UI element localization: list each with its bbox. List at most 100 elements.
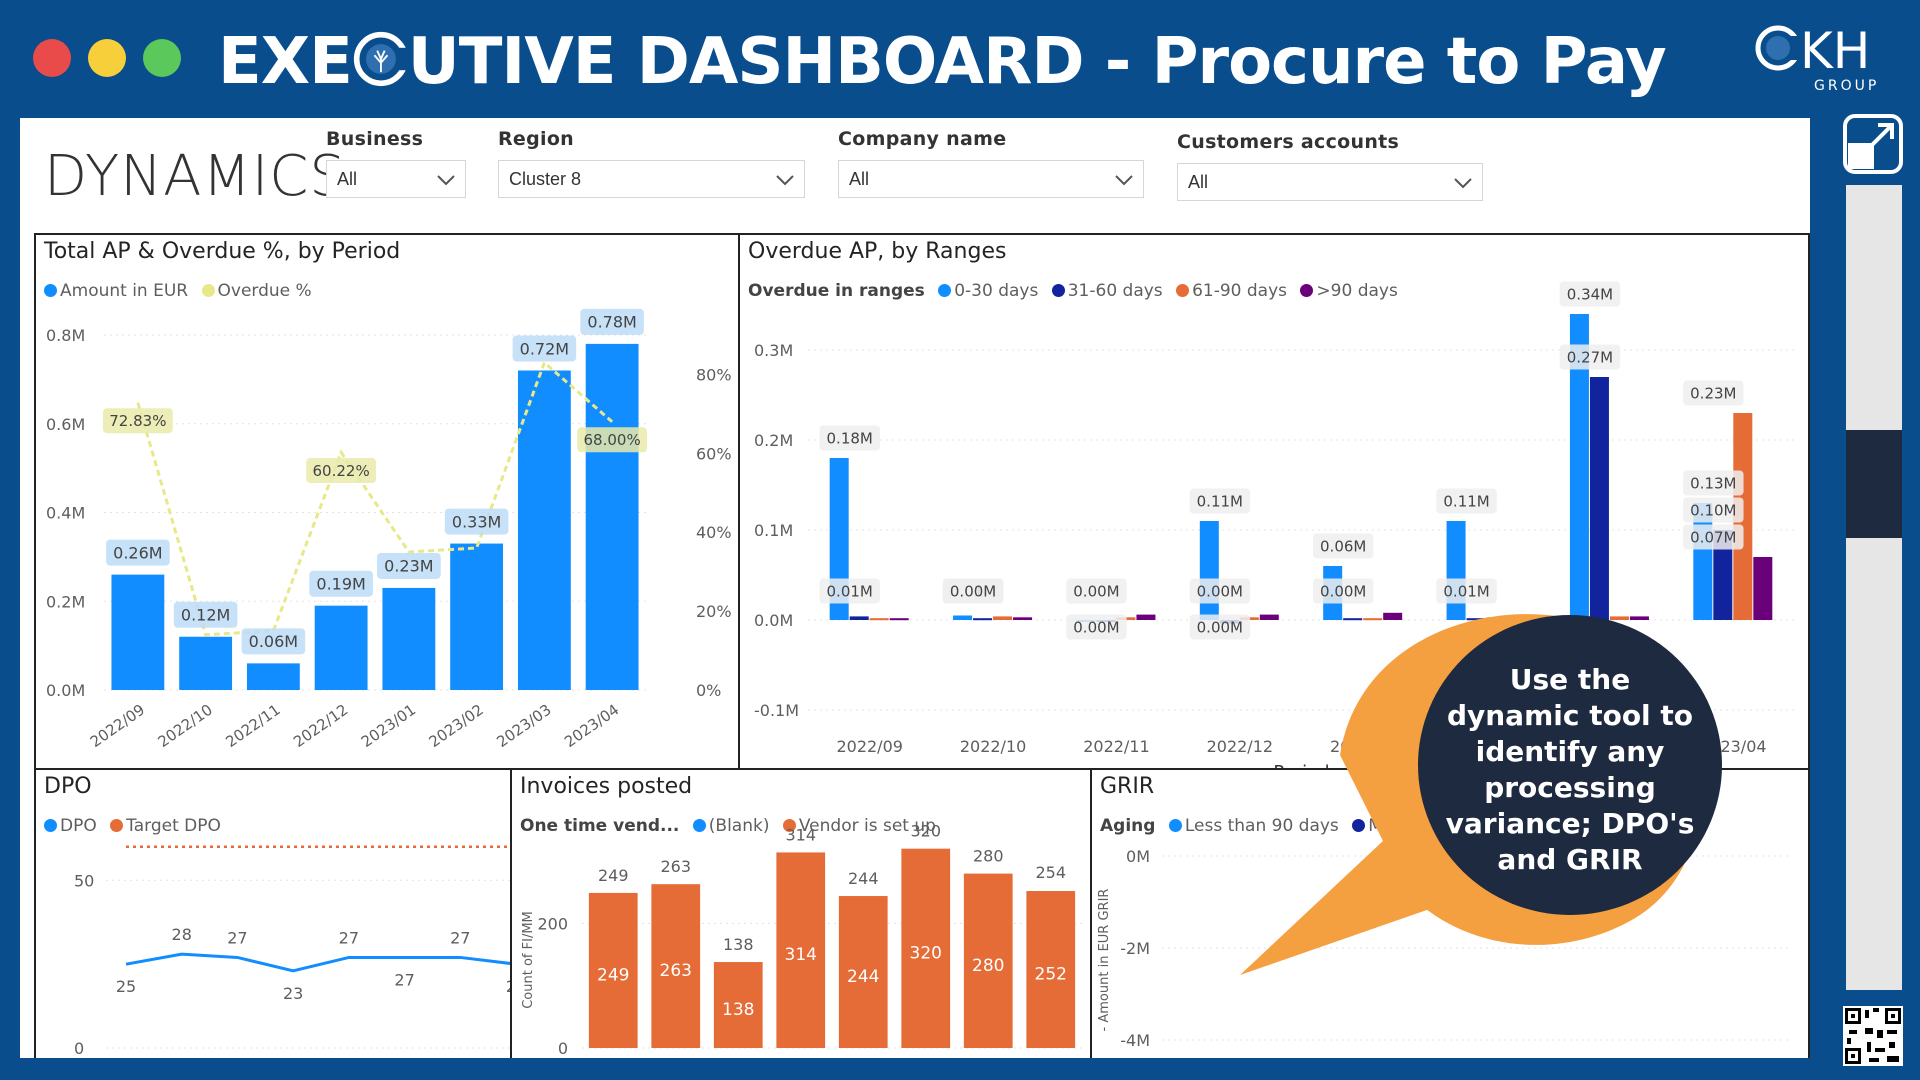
data-label-bg bbox=[577, 427, 648, 453]
top-label: 280 bbox=[973, 847, 1004, 866]
y-tick-label: 0.0M bbox=[754, 611, 793, 630]
x-tick-label: 2022/10 bbox=[960, 737, 1026, 756]
legend-item[interactable]: 0-30 days bbox=[938, 281, 1038, 301]
data-label: 0.12M bbox=[181, 606, 230, 625]
bar bbox=[588, 892, 638, 1048]
legend-item[interactable]: Overdue % bbox=[201, 281, 312, 301]
inner-label: 263 bbox=[660, 961, 692, 981]
chart-title: Total AP & Overdue %, by Period bbox=[44, 239, 401, 264]
x-tick-label: 2023/01 bbox=[358, 701, 419, 751]
data-label: 0.19M bbox=[316, 574, 365, 593]
business-dropdown[interactable]: All bbox=[326, 160, 466, 198]
legend-item[interactable]: 61-90 days bbox=[1176, 281, 1287, 301]
filter-business: Business All bbox=[326, 128, 466, 198]
x-tick-label: 2022/11 bbox=[222, 701, 283, 751]
data-label: 0.34M bbox=[1567, 285, 1613, 303]
filter-company: Company name All bbox=[838, 128, 1144, 198]
top-label: 263 bbox=[660, 857, 691, 876]
legend-dot bbox=[110, 819, 124, 832]
data-label: 28 bbox=[172, 925, 192, 944]
bar bbox=[1199, 521, 1219, 620]
data-label: 0.27M bbox=[1567, 348, 1613, 366]
expand-button[interactable] bbox=[1842, 113, 1904, 175]
bar bbox=[1753, 557, 1773, 620]
data-label-bg bbox=[1066, 614, 1127, 640]
data-label-bg bbox=[173, 601, 238, 628]
ckh-logo-icon: KH GROUP bbox=[1755, 22, 1876, 94]
invoices-panel[interactable]: Invoices posted One time vend... (Blank)… bbox=[510, 768, 1092, 1058]
legend-item[interactable]: Amount in EUR bbox=[44, 281, 188, 301]
legend-item[interactable]: (Blank) bbox=[692, 816, 769, 836]
scrollbar-thumb[interactable] bbox=[1846, 430, 1902, 538]
y-tick-label: 0.0M bbox=[46, 681, 85, 700]
region-dropdown[interactable]: Cluster 8 bbox=[498, 160, 805, 198]
close-dot[interactable] bbox=[33, 39, 71, 77]
x-tick-label: 2022/11 bbox=[1083, 737, 1149, 756]
data-label-bg bbox=[106, 539, 170, 566]
data-label: 0.00M bbox=[1073, 582, 1119, 600]
legend-item[interactable]: Less than 90 days bbox=[1168, 816, 1339, 836]
data-label: 27 bbox=[394, 970, 414, 989]
bar bbox=[517, 370, 571, 690]
x-tick-label: 2022/12 bbox=[290, 701, 351, 751]
bar bbox=[901, 848, 951, 1048]
data-label-bg bbox=[1312, 578, 1374, 604]
customers-dropdown[interactable]: All bbox=[1177, 163, 1483, 201]
data-label-bg bbox=[512, 335, 577, 362]
chart-title: Overdue AP, by Ranges bbox=[748, 239, 1007, 264]
scrollbar-track[interactable] bbox=[1846, 185, 1902, 990]
data-label-bg bbox=[580, 308, 644, 335]
inner-label: 320 bbox=[910, 943, 942, 963]
y-tick-label: 0.6M bbox=[46, 415, 85, 434]
dpo-panel[interactable]: DPO DPO Target DPO 0502528272327272725 bbox=[34, 768, 532, 1058]
legend-item[interactable]: DPO bbox=[44, 816, 97, 836]
legend-item[interactable]: Target DPO bbox=[110, 816, 221, 836]
bar bbox=[1569, 314, 1589, 620]
bar bbox=[246, 663, 300, 690]
x-tick-label: 2022/09 bbox=[87, 701, 148, 751]
legend-dot bbox=[44, 284, 57, 297]
data-label-bg bbox=[1683, 380, 1744, 406]
data-label-bg bbox=[819, 425, 880, 451]
y-tick-label: 0.1M bbox=[754, 521, 793, 540]
data-label: 0.00M bbox=[1073, 618, 1119, 636]
dpo-chart: 0502528272327272725 bbox=[74, 845, 526, 1058]
report-canvas: DYNAMICS Business All Region Cluster 8 C… bbox=[20, 118, 1810, 1058]
legend-item[interactable]: >90 days bbox=[1300, 281, 1398, 301]
expand-icon bbox=[1843, 114, 1903, 174]
legend-dot bbox=[1300, 284, 1314, 297]
bar bbox=[1363, 618, 1383, 621]
legend-dot bbox=[44, 819, 57, 832]
legend-title: Overdue in ranges bbox=[748, 281, 925, 301]
data-label-bg bbox=[1312, 533, 1374, 559]
x-tick-label: 2023/02 bbox=[426, 701, 487, 751]
tree-logo-icon bbox=[353, 31, 408, 87]
inner-label: 138 bbox=[722, 1000, 754, 1020]
title-part-2: UTIVE DASHBOARD - Procure to Pay bbox=[407, 25, 1667, 99]
overdue-ranges-panel[interactable]: Overdue AP, by Ranges Overdue in ranges … bbox=[738, 233, 1810, 770]
callout-text: dynamic tool to bbox=[1447, 699, 1693, 732]
bar bbox=[450, 543, 504, 690]
legend-item[interactable]: 31-60 days bbox=[1051, 281, 1163, 301]
legend-label: 0-30 days bbox=[954, 281, 1039, 301]
legend-item[interactable]: Vendor is set up bbox=[782, 816, 936, 836]
data-label-bg bbox=[1559, 344, 1621, 370]
bar bbox=[993, 616, 1013, 620]
maximize-dot[interactable] bbox=[143, 39, 181, 77]
bar bbox=[1383, 612, 1403, 620]
bar bbox=[849, 616, 869, 620]
data-label-bg bbox=[819, 578, 880, 604]
minimize-dot[interactable] bbox=[88, 39, 126, 77]
data-label: 25 bbox=[116, 977, 136, 996]
data-label-bg bbox=[377, 552, 441, 579]
total-ap-panel[interactable]: Total AP & Overdue %, by Period Amount i… bbox=[34, 233, 740, 770]
bar bbox=[1589, 377, 1609, 620]
y-axis-title: - Amount in EUR GRIR bbox=[1097, 889, 1112, 1032]
data-label: 27 bbox=[227, 928, 247, 947]
chart-legend: One time vend... (Blank) Vendor is set u… bbox=[520, 816, 944, 836]
company-dropdown[interactable]: All bbox=[838, 160, 1144, 198]
bar bbox=[1136, 614, 1156, 620]
data-label-bg bbox=[1683, 497, 1744, 523]
chart-legend: Overdue in ranges 0-30 days 31-60 days 6… bbox=[748, 281, 1406, 301]
